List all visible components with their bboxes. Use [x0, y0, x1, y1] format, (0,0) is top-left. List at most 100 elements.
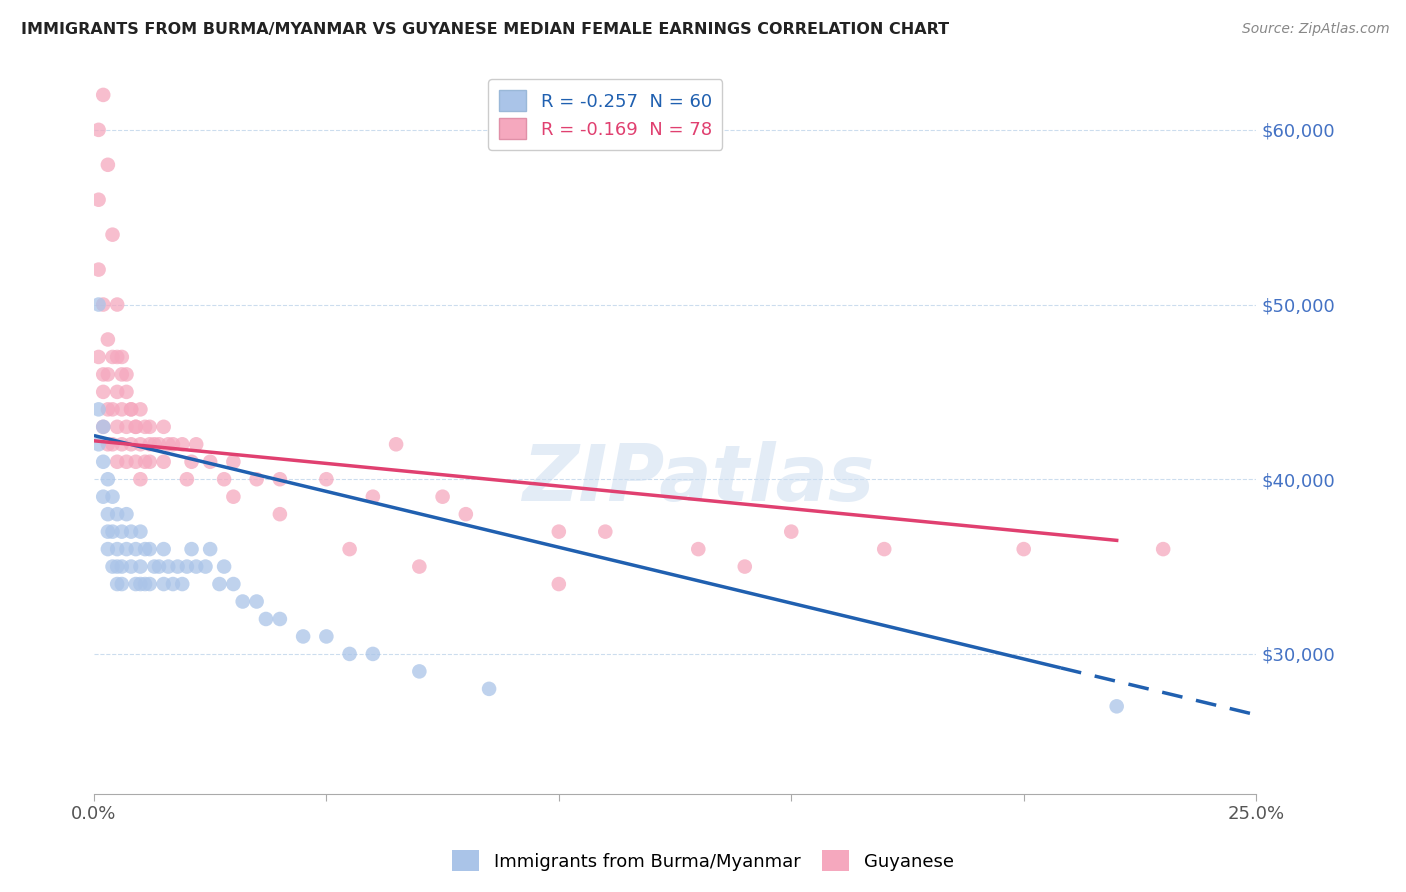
Point [87, 350, 110, 364]
Point [101, 559, 124, 574]
Point [129, 402, 152, 417]
Point [478, 681, 501, 696]
Point [91, 420, 114, 434]
Point [120, 559, 142, 574]
Point [254, 612, 277, 626]
Point [120, 402, 142, 417]
Point [87, 193, 110, 207]
Point [134, 542, 156, 557]
Point [454, 507, 477, 521]
Point [115, 420, 138, 434]
Point [292, 630, 315, 644]
Point [208, 577, 231, 591]
Point [408, 559, 430, 574]
Point [91, 455, 114, 469]
Point [269, 472, 291, 486]
Point [105, 384, 128, 399]
Point [91, 490, 114, 504]
Point [157, 559, 180, 574]
Point [115, 455, 138, 469]
Point [105, 542, 128, 557]
Point [1105, 699, 1128, 714]
Point [172, 577, 194, 591]
Point [129, 472, 152, 486]
Point [166, 559, 188, 574]
Point [138, 455, 160, 469]
Point [432, 490, 454, 504]
Point [120, 402, 142, 417]
Point [152, 455, 174, 469]
Point [125, 455, 148, 469]
Point [101, 437, 124, 451]
Point [176, 472, 198, 486]
Point [212, 559, 235, 574]
Point [246, 472, 269, 486]
Point [152, 542, 174, 557]
Point [186, 437, 208, 451]
Point [101, 350, 124, 364]
Point [111, 524, 134, 539]
Point [157, 437, 180, 451]
Point [87, 123, 110, 137]
Point [143, 559, 166, 574]
Point [87, 402, 110, 417]
Point [97, 368, 120, 382]
Point [125, 577, 148, 591]
Point [780, 524, 803, 539]
Point [87, 297, 110, 311]
Point [138, 437, 160, 451]
Point [162, 437, 184, 451]
Point [172, 437, 194, 451]
Point [269, 612, 291, 626]
Point [101, 524, 124, 539]
Point [101, 227, 124, 242]
Point [111, 577, 134, 591]
Point [1152, 542, 1174, 557]
Point [315, 630, 337, 644]
Point [105, 559, 128, 574]
Point [87, 262, 110, 277]
Point [115, 384, 138, 399]
Point [222, 455, 245, 469]
Point [198, 542, 221, 557]
Point [143, 437, 166, 451]
Point [222, 490, 245, 504]
Point [315, 472, 337, 486]
Point [91, 368, 114, 382]
Point [101, 402, 124, 417]
Point [232, 594, 254, 608]
Text: ZIPatlas: ZIPatlas [522, 441, 875, 516]
Point [91, 87, 114, 102]
Point [269, 507, 291, 521]
Point [408, 665, 430, 679]
Point [547, 524, 569, 539]
Point [152, 420, 174, 434]
Point [91, 420, 114, 434]
Point [129, 524, 152, 539]
Point [111, 559, 134, 574]
Point [688, 542, 710, 557]
Point [148, 437, 170, 451]
Point [361, 490, 384, 504]
Point [111, 437, 134, 451]
Point [385, 437, 408, 451]
Point [125, 420, 148, 434]
Point [138, 542, 160, 557]
Point [105, 507, 128, 521]
Point [97, 542, 120, 557]
Point [162, 577, 184, 591]
Point [186, 559, 208, 574]
Point [138, 577, 160, 591]
Point [129, 577, 152, 591]
Point [120, 437, 142, 451]
Point [339, 647, 361, 661]
Point [873, 542, 896, 557]
Point [198, 455, 221, 469]
Legend: R = -0.257  N = 60, R = -0.169  N = 78: R = -0.257 N = 60, R = -0.169 N = 78 [488, 79, 723, 150]
Point [734, 559, 756, 574]
Point [105, 297, 128, 311]
Point [97, 333, 120, 347]
Point [87, 437, 110, 451]
Point [180, 455, 202, 469]
Point [125, 420, 148, 434]
